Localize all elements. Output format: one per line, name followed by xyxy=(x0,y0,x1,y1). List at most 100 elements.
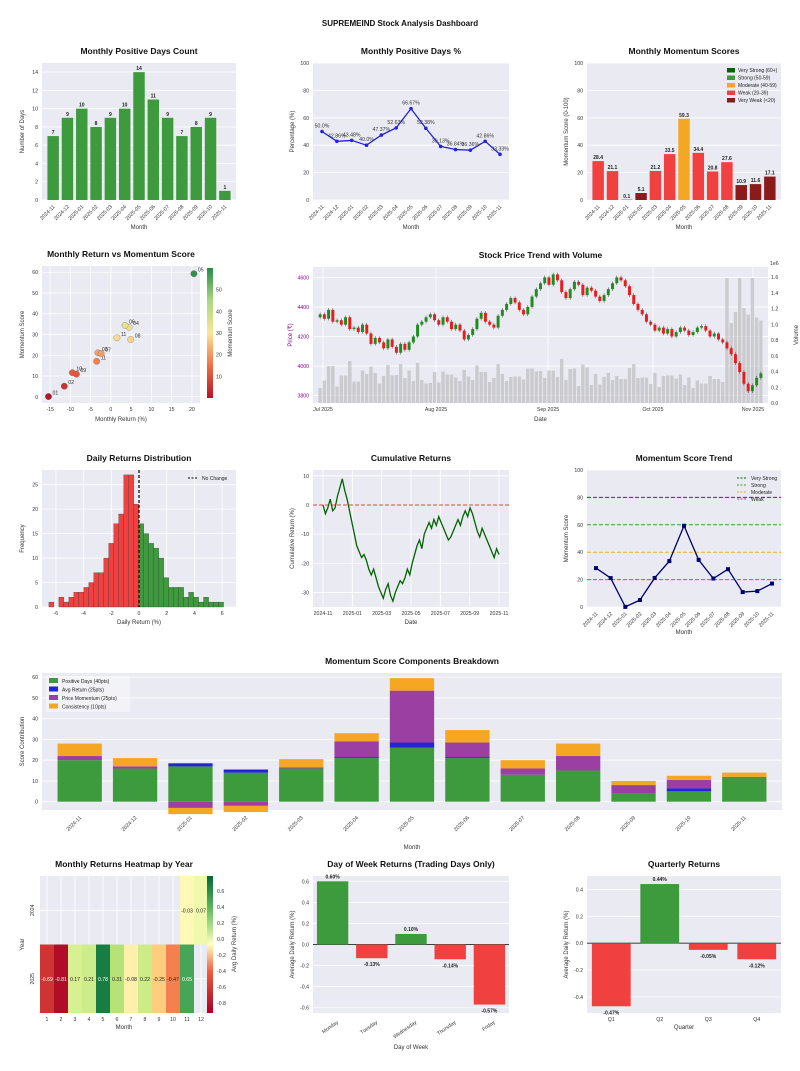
data-point xyxy=(469,148,473,152)
volume-bar xyxy=(611,380,614,403)
x-tick-label: Friday xyxy=(481,1019,497,1032)
volume-bar xyxy=(501,374,504,403)
histogram-bar xyxy=(204,597,209,607)
x-tick-label: 2024-11 xyxy=(66,815,84,833)
colorbar-label: Avg Daily Return (%) xyxy=(232,916,238,972)
heatmap-cell-label: 0.07 xyxy=(196,908,206,914)
histogram-bar xyxy=(119,514,124,607)
y-tick-label: 60 xyxy=(303,116,309,122)
bar-value-label: 1 xyxy=(223,185,226,191)
volume-bar xyxy=(471,380,474,403)
bar-value-label: -0.14% xyxy=(442,963,458,969)
bar xyxy=(592,161,603,200)
y-tick-label: 80 xyxy=(303,88,309,94)
candle-body xyxy=(590,288,593,291)
bar xyxy=(689,943,728,950)
bar xyxy=(664,154,675,200)
candle-body xyxy=(403,344,406,350)
chart-title: Momentum Score Trend xyxy=(636,453,733,463)
y2-axis-label: Volume xyxy=(794,324,800,345)
bar-value-label: 9 xyxy=(166,112,169,118)
y-axis-label: Price (₹) xyxy=(287,323,294,346)
volume-bar xyxy=(374,373,377,403)
data-point xyxy=(409,107,413,111)
scatter-point xyxy=(122,322,128,328)
candle-body xyxy=(581,285,584,295)
histogram-bar xyxy=(134,504,139,607)
bar xyxy=(395,934,426,945)
candle-body xyxy=(717,334,720,340)
candle-body xyxy=(369,334,372,344)
bar xyxy=(650,171,661,200)
candle-body xyxy=(658,328,661,331)
candle-body xyxy=(416,325,419,337)
volume-bar xyxy=(691,388,694,403)
legend-label: Strong xyxy=(751,483,766,489)
data-point xyxy=(365,143,369,147)
histogram-bar xyxy=(124,475,129,607)
scatter-point xyxy=(191,270,197,276)
bar xyxy=(119,109,130,200)
y-axis-label: Momentum Score xyxy=(20,310,26,358)
volume-bar xyxy=(577,386,580,403)
bar-value-label: -0.13% xyxy=(364,962,380,968)
volume-bar xyxy=(412,381,415,403)
chart-returns-heatmap: Monthly Returns Heatmap by YearMonthYear… xyxy=(20,859,238,1031)
volume-bar xyxy=(602,377,605,403)
candle-body xyxy=(653,325,656,331)
candle-body xyxy=(569,289,572,298)
y-tick-label: 15 xyxy=(32,532,38,538)
candle-body xyxy=(480,313,483,319)
bar-value-label: 34.4 xyxy=(693,147,703,153)
bar-value-label: 14 xyxy=(136,66,142,72)
y-tick-label: 50 xyxy=(32,291,38,297)
x-tick-label: 7 xyxy=(130,1017,133,1023)
volume-bar xyxy=(526,369,529,404)
stacked-bar-segment xyxy=(58,756,102,760)
stacked-bar-segment xyxy=(58,760,102,802)
y-tick-label: 60 xyxy=(32,675,38,681)
scatter-point xyxy=(114,335,120,341)
candle-body xyxy=(454,325,457,329)
y2-tick-label: 1.4 xyxy=(771,291,778,297)
y-tick-label: -0.4 xyxy=(574,995,583,1001)
stacked-bar-segment xyxy=(334,757,378,758)
stacked-bar-segment xyxy=(667,791,711,801)
candle-body xyxy=(641,310,644,314)
point-label: 05 xyxy=(198,268,204,274)
y-tick-label: 25 xyxy=(32,483,38,489)
volume-bar xyxy=(547,371,550,404)
histogram-bar xyxy=(179,587,184,607)
data-point xyxy=(667,559,671,563)
volume-bar xyxy=(624,379,627,403)
bar-value-label: 10 xyxy=(122,103,128,109)
volume-bar xyxy=(331,366,334,403)
x-tick-label: 4 xyxy=(193,611,196,617)
bar xyxy=(219,191,230,200)
y-axis-label: Percentage (%) xyxy=(290,111,296,153)
y-tick-label: 60 xyxy=(577,116,583,122)
y-tick-label: 40 xyxy=(32,717,38,723)
heatmap-cell-label: 0.78 xyxy=(98,977,108,983)
y-tick-label: 0.0 xyxy=(576,941,583,947)
chart-title: Monthly Positive Days % xyxy=(361,46,462,56)
scatter-point xyxy=(45,393,51,399)
data-point xyxy=(623,605,627,609)
data-point xyxy=(682,524,686,528)
x-axis-label: Month xyxy=(403,225,420,231)
stacked-bar-segment xyxy=(390,678,434,690)
legend-swatch xyxy=(727,91,735,96)
y-tick-label: 20 xyxy=(32,507,38,513)
stacked-bar-segment xyxy=(556,771,600,802)
candle-body xyxy=(607,289,610,295)
x-tick-label: -10 xyxy=(67,407,75,413)
y-tick-label: 0 xyxy=(35,198,38,204)
candle-body xyxy=(683,328,686,331)
volume-bar xyxy=(649,384,652,403)
y-axis-label: Number of Days xyxy=(20,110,26,153)
histogram-bar xyxy=(189,592,194,607)
chart-title: Daily Returns Distribution xyxy=(87,453,192,463)
